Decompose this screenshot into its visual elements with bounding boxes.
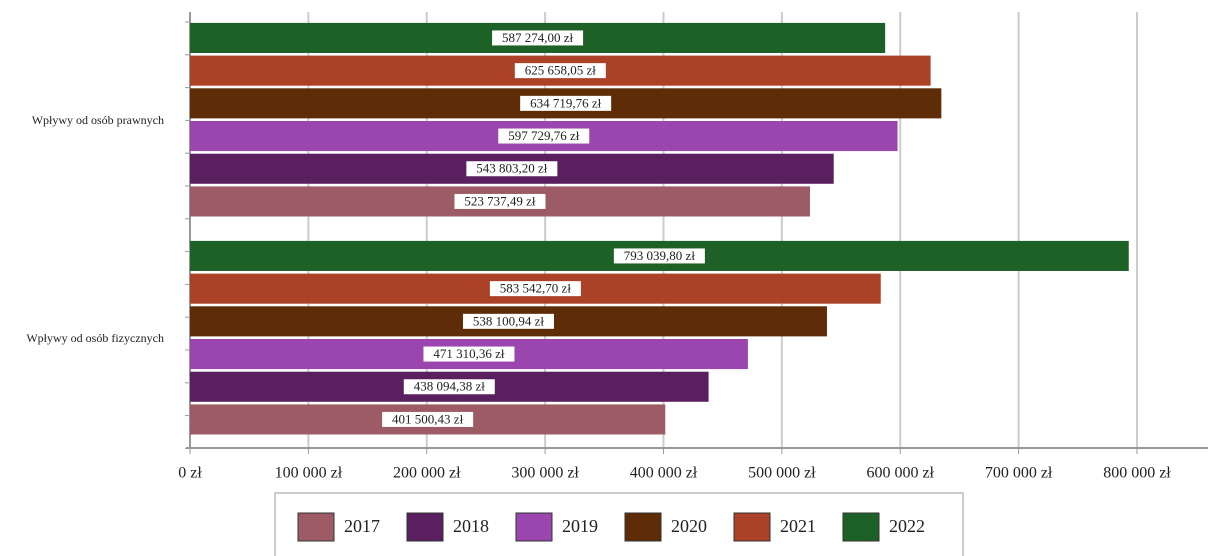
x-tick-label: 800 000 zł — [1103, 465, 1171, 482]
legend-swatch — [515, 512, 553, 542]
legend-label: 2018 — [453, 516, 489, 536]
legend-swatch — [624, 512, 662, 542]
y-tick-label: Wpływy od osób prawnych — [32, 113, 164, 127]
legend-label: 2020 — [671, 516, 707, 536]
value-label-box — [461, 312, 555, 330]
value-label: 793 039,80 zł — [624, 248, 696, 263]
value-label-box — [422, 345, 516, 363]
legend-label: 2017 — [344, 516, 380, 536]
value-label-box — [402, 378, 496, 396]
x-tick-label: 300 000 zł — [511, 465, 579, 482]
legend-swatch — [406, 512, 444, 542]
value-label: 583 542,70 zł — [500, 281, 572, 296]
value-label: 634 719,76 zł — [530, 95, 602, 110]
x-tick-label: 600 000 zł — [866, 465, 934, 482]
x-tick-label: 500 000 zł — [748, 465, 816, 482]
value-label-box — [465, 160, 559, 178]
value-label: 438 094,38 zł — [414, 379, 486, 394]
legend-swatch — [297, 512, 335, 542]
legend-swatch — [842, 512, 880, 542]
value-label-box — [491, 29, 585, 47]
value-label-box — [381, 410, 475, 428]
x-tick-label: 0 zł — [178, 465, 202, 482]
value-label: 523 737,49 zł — [464, 193, 536, 208]
value-label: 597 729,76 zł — [508, 128, 580, 143]
x-tick-label: 400 000 zł — [630, 465, 698, 482]
legend-label: 2019 — [562, 516, 598, 536]
x-tick-label: 700 000 zł — [985, 465, 1053, 482]
value-label: 587 274,00 zł — [502, 30, 574, 45]
value-label: 401 500,43 zł — [392, 411, 464, 426]
x-tick-label: 100 000 zł — [275, 465, 343, 482]
value-label-box — [453, 192, 547, 210]
y-tick-label: Wpływy od osób fizycznych — [26, 331, 164, 345]
value-label-box — [519, 94, 613, 112]
value-label-box — [488, 280, 582, 298]
value-label: 543 803,20 zł — [476, 161, 548, 176]
legend-swatch — [733, 512, 771, 542]
value-label: 538 100,94 zł — [473, 313, 545, 328]
value-label-box — [497, 127, 591, 145]
value-label-box — [513, 62, 607, 80]
value-label: 471 310,36 zł — [433, 346, 505, 361]
value-label-box — [612, 247, 706, 265]
legend-label: 2021 — [780, 516, 816, 536]
x-tick-label: 200 000 zł — [393, 465, 461, 482]
legend-label: 2022 — [889, 516, 925, 536]
value-label: 625 658,05 zł — [525, 63, 597, 78]
